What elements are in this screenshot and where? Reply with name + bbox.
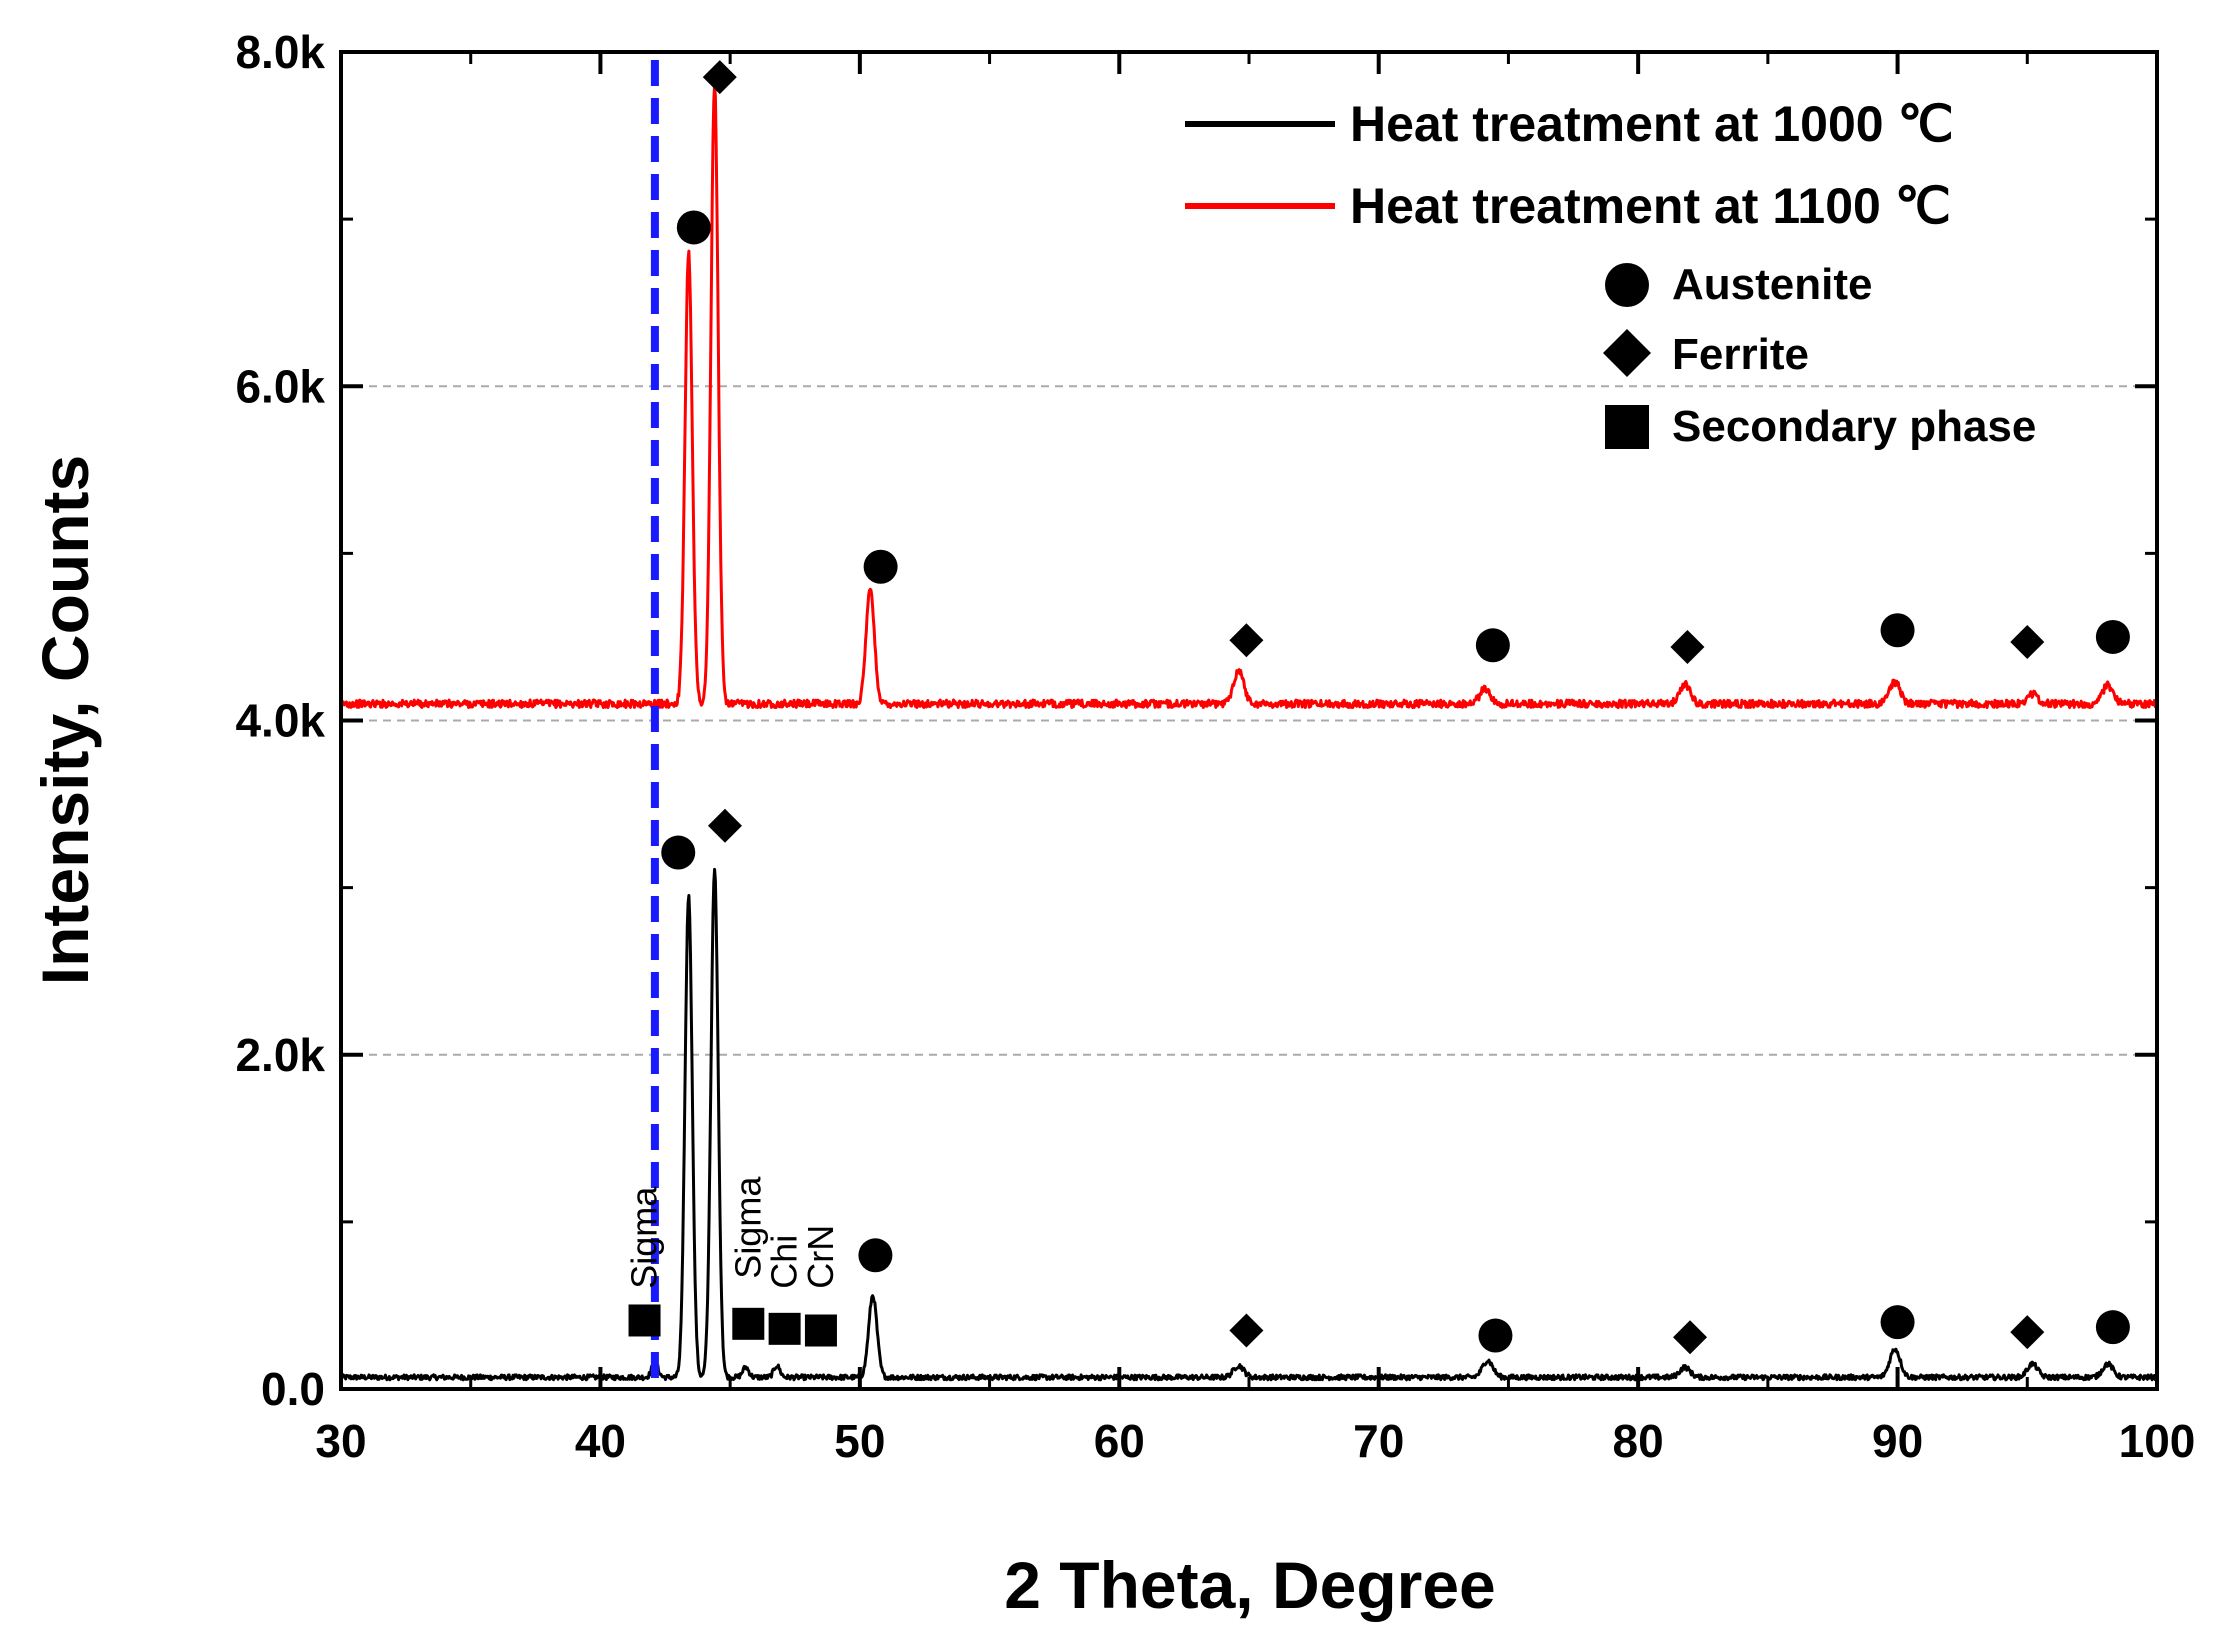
- legend-austenite-icon: [1605, 263, 1649, 307]
- y-tick-label: 0.0: [261, 1363, 325, 1415]
- series-1000-line: [339, 867, 2159, 1382]
- ferrite-marker: [702, 60, 737, 95]
- ferrite-marker: [2010, 1315, 2045, 1350]
- austenite-marker: [2095, 1310, 2130, 1345]
- x-tick-label: 70: [1353, 1415, 1404, 1467]
- austenite-marker: [661, 835, 696, 870]
- austenite-marker: [1880, 613, 1915, 648]
- phase-markers: [628, 60, 2130, 1355]
- series-layer: [339, 82, 2159, 1382]
- legend-label-1100: Heat treatment at 1100 ℃: [1350, 178, 1951, 234]
- secondary-phase-marker: [732, 1307, 765, 1340]
- x-tick-label: 30: [315, 1415, 366, 1467]
- series-1100-line: [339, 82, 2158, 709]
- austenite-marker: [858, 1238, 893, 1273]
- y-tick-label: 4.0k: [235, 695, 325, 747]
- phase-label: Chi: [764, 1235, 805, 1289]
- x-tick-label: 50: [834, 1415, 885, 1467]
- y-axis-label: Intensity, Counts: [28, 455, 102, 985]
- x-tick-label: 100: [2119, 1415, 2196, 1467]
- austenite-marker: [863, 549, 898, 584]
- x-tick-label: 40: [575, 1415, 626, 1467]
- x-tick-label: 60: [1094, 1415, 1145, 1467]
- austenite-marker: [1478, 1318, 1513, 1353]
- austenite-marker: [676, 210, 711, 245]
- austenite-marker: [2095, 619, 2130, 654]
- ferrite-marker: [2010, 624, 2045, 659]
- ferrite-marker: [1673, 1320, 1708, 1355]
- legend-label-1000: Heat treatment at 1000 ℃: [1350, 96, 1954, 152]
- legend-secondary-phase-icon: [1605, 405, 1649, 449]
- phase-label: Sigma: [727, 1176, 768, 1279]
- ferrite-marker: [1229, 1313, 1264, 1348]
- x-axis-label: 2 Theta, Degree: [1004, 1548, 1496, 1622]
- secondary-phase-marker: [768, 1312, 801, 1345]
- secondary-phase-marker: [804, 1314, 837, 1347]
- y-tick-label: 6.0k: [235, 360, 325, 412]
- axis-ticks: 30 40 50 60 70 80 90 100 0.0 2.0k 4.0k 6.0k 8.0k: [235, 26, 2195, 1467]
- y-tick-label: 2.0k: [235, 1029, 325, 1081]
- x-tick-label: 90: [1872, 1415, 1923, 1467]
- legend-label-austenite: Austenite: [1672, 260, 1872, 309]
- legend-ferrite-icon: [1603, 329, 1651, 377]
- grid-lines: [341, 385, 2157, 1056]
- y-tick-label: 8.0k: [235, 26, 325, 78]
- legend-label-ferrite: Ferrite: [1672, 330, 1809, 379]
- legend: Heat treatment at 1000 ℃ Heat treatment …: [1185, 96, 2036, 451]
- legend-label-secondary-phase: Secondary phase: [1672, 402, 2036, 451]
- x-tick-label: 80: [1613, 1415, 1664, 1467]
- ferrite-marker: [1670, 629, 1705, 664]
- phase-label: Sigma: [624, 1186, 665, 1289]
- secondary-phase-marker: [628, 1304, 661, 1337]
- austenite-marker: [1880, 1305, 1915, 1340]
- ferrite-marker: [1229, 623, 1264, 658]
- ferrite-marker: [707, 808, 742, 843]
- phase-label: CrN: [800, 1225, 841, 1289]
- austenite-marker: [1475, 628, 1510, 663]
